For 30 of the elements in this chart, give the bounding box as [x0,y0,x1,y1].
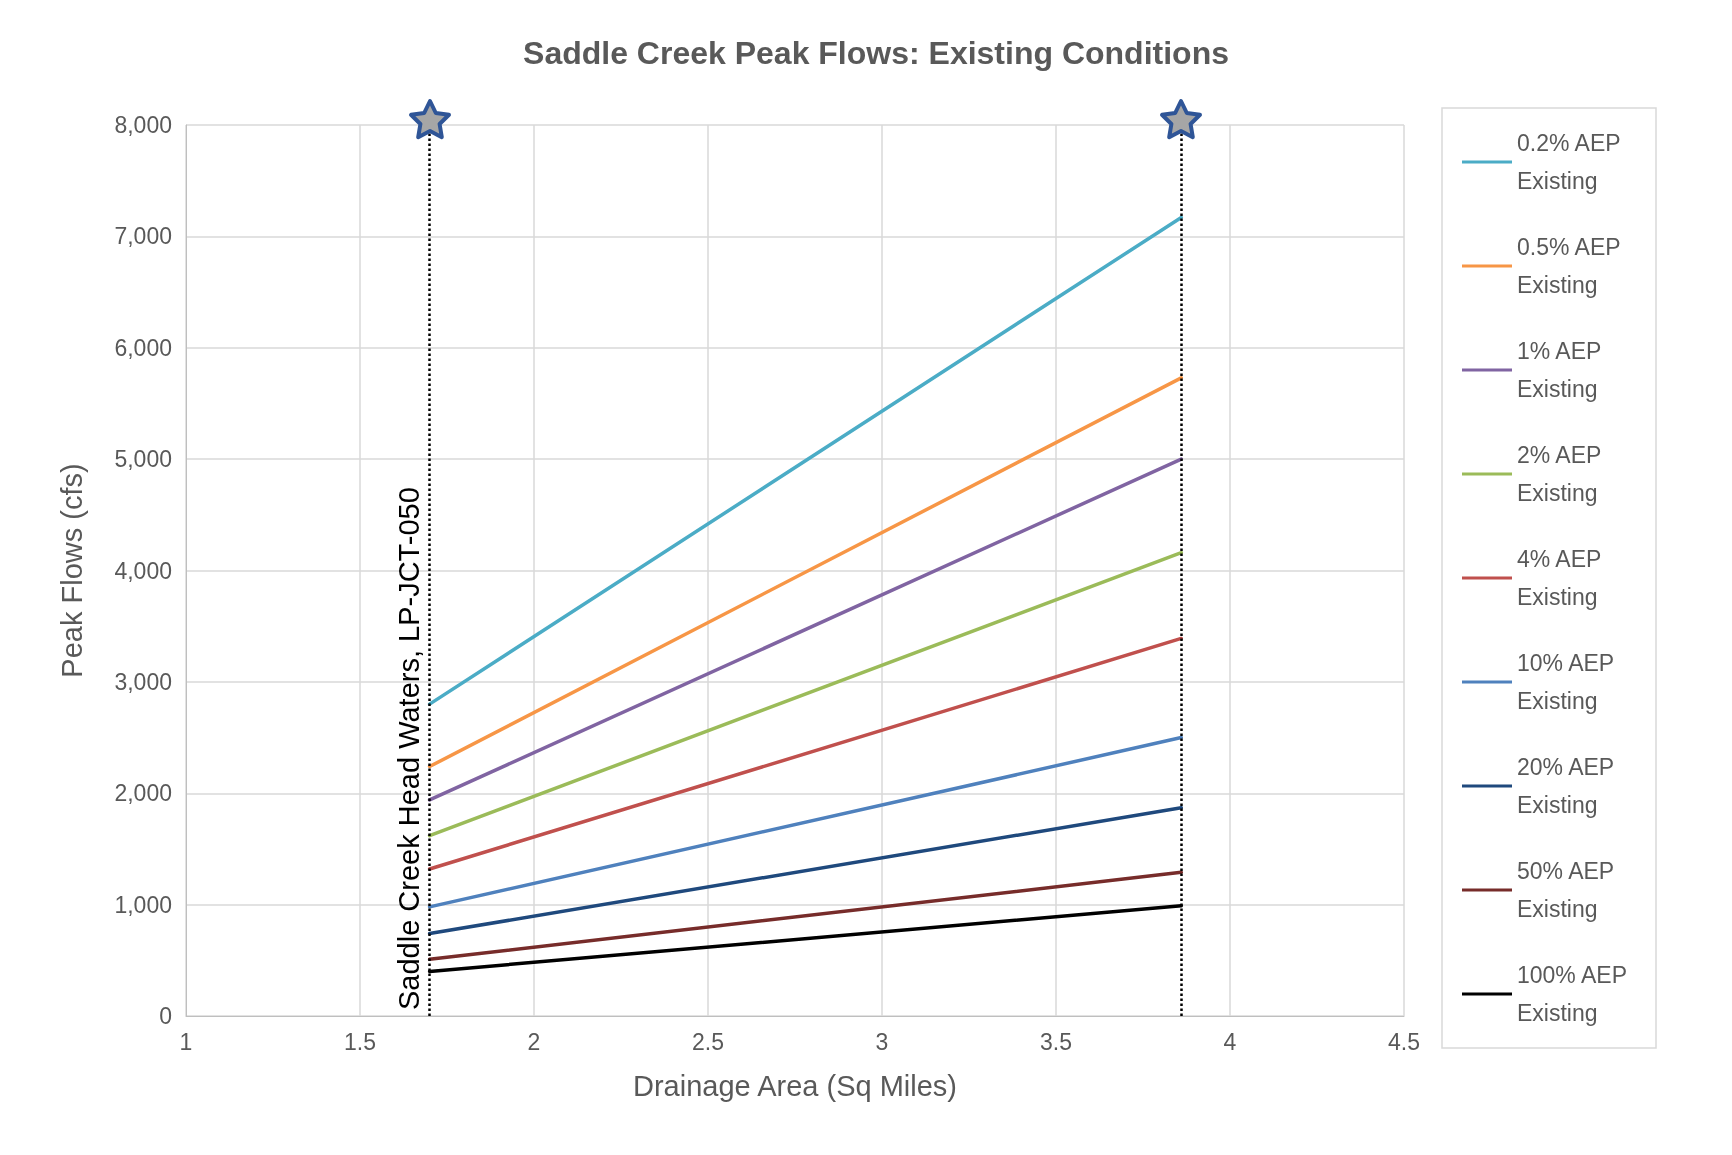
y-tick-label: 6,000 [114,334,172,361]
y-tick-label: 7,000 [114,223,172,250]
legend-label: 10% AEP Existing [1517,650,1621,714]
y-tick-label: 5,000 [114,446,172,473]
legend-label: 50% AEP Existing [1517,858,1621,922]
x-tick-label: 3 [875,1028,889,1055]
ref-line-label: Saddle Creek Head Waters, LP-JCT-050 [393,487,426,1010]
y-tick-label: 3,000 [114,668,172,695]
y-tick-label: 8,000 [114,112,172,138]
y-tick-label: 2,000 [114,780,172,807]
x-tick-label: 2 [527,1028,541,1055]
legend-label: 100% AEP Existing [1517,962,1633,1026]
y-tick-label: 1,000 [114,891,172,918]
x-tick-label: 3.5 [1040,1028,1072,1055]
x-tick-label: 1.5 [344,1028,376,1055]
legend-label: 2% AEP Existing [1517,442,1608,506]
legend-label: 0.5% AEP Existing [1517,234,1627,298]
x-axis-title: Drainage Area (Sq Miles) [633,1069,957,1102]
x-tick-label: 4.5 [1388,1028,1420,1055]
legend-label: 0.2% AEP Existing [1517,130,1627,194]
x-tick-label: 1 [179,1028,193,1055]
y-axis-title: Peak Flows (cfs) [55,463,88,678]
chart-title: Saddle Creek Peak Flows: Existing Conditions [523,35,1229,71]
legend-label: 4% AEP Existing [1517,546,1608,610]
y-tick-label: 4,000 [114,557,172,584]
y-tick-label: 0 [159,1003,172,1029]
legend-label: 1% AEP Existing [1517,338,1608,402]
legend-label: 20% AEP Existing [1517,754,1621,818]
x-tick-label: 2.5 [692,1028,724,1055]
x-tick-label: 4 [1223,1028,1237,1055]
